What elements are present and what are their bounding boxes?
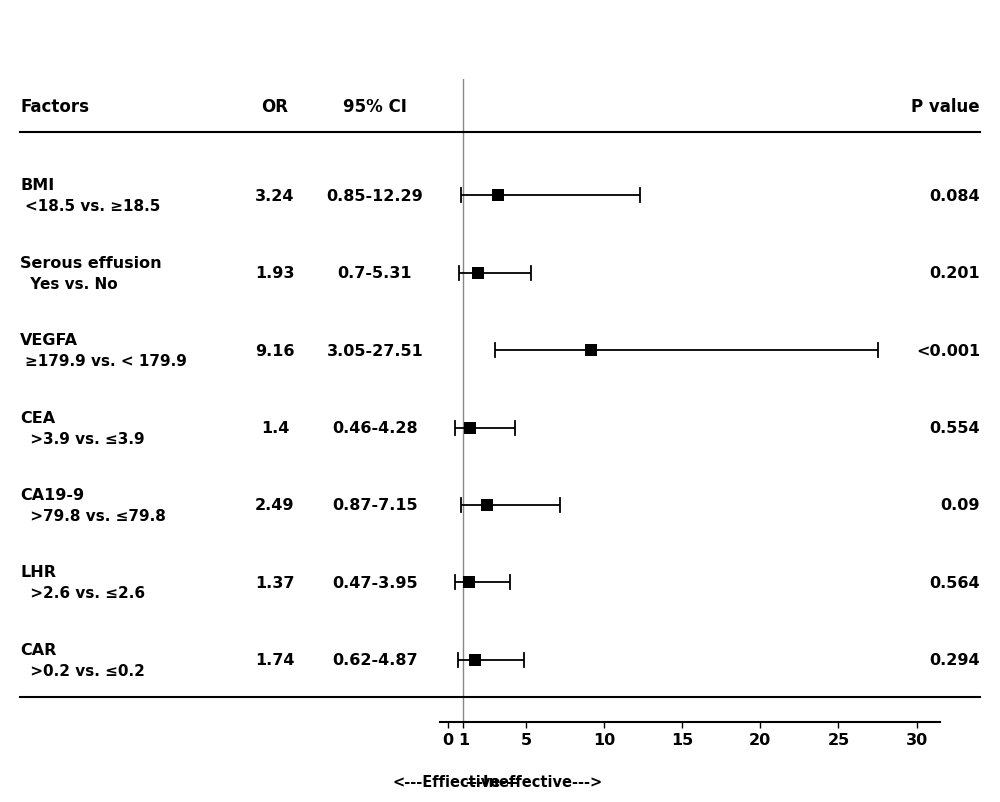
Point — [470, 267, 486, 280]
Text: >2.6 vs. ≤2.6: >2.6 vs. ≤2.6 — [25, 585, 145, 601]
Text: 0.564: 0.564 — [929, 575, 980, 590]
Point — [490, 190, 506, 203]
Text: OR: OR — [262, 99, 288, 116]
Text: 95% CI: 95% CI — [343, 99, 407, 116]
Point — [583, 344, 599, 357]
Point — [462, 422, 478, 435]
Text: 0.554: 0.554 — [929, 420, 980, 435]
Text: 0.7-5.31: 0.7-5.31 — [338, 266, 412, 281]
Text: 1.4: 1.4 — [261, 420, 289, 435]
Text: 0.85-12.29: 0.85-12.29 — [327, 188, 423, 204]
Text: CEA: CEA — [20, 410, 55, 425]
Text: ≥179.9 vs. < 179.9: ≥179.9 vs. < 179.9 — [25, 354, 187, 369]
Text: <---Effiective---: <---Effiective--- — [392, 774, 519, 789]
Text: CA19-9: CA19-9 — [20, 488, 84, 502]
Text: ---Ineffective--->: ---Ineffective---> — [465, 774, 602, 789]
Text: >3.9 vs. ≤3.9: >3.9 vs. ≤3.9 — [25, 431, 145, 446]
Point — [461, 577, 477, 589]
Text: 0.294: 0.294 — [929, 653, 980, 667]
Text: >0.2 vs. ≤0.2: >0.2 vs. ≤0.2 — [25, 663, 145, 678]
Point — [467, 654, 483, 666]
Text: 0.084: 0.084 — [929, 188, 980, 204]
Text: 2.49: 2.49 — [255, 498, 295, 512]
Text: 9.16: 9.16 — [255, 343, 295, 358]
Text: 1.37: 1.37 — [255, 575, 295, 590]
Text: 1.93: 1.93 — [255, 266, 295, 281]
Text: 0.87-7.15: 0.87-7.15 — [332, 498, 418, 512]
Text: BMI: BMI — [20, 178, 54, 193]
Text: <0.001: <0.001 — [916, 343, 980, 358]
Text: 3.05-27.51: 3.05-27.51 — [327, 343, 423, 358]
Text: CAR: CAR — [20, 642, 56, 657]
Text: 0.47-3.95: 0.47-3.95 — [332, 575, 418, 590]
Text: Factors: Factors — [20, 99, 89, 116]
Text: 0.09: 0.09 — [940, 498, 980, 512]
Text: LHR: LHR — [20, 565, 56, 580]
Text: Serous effusion: Serous effusion — [20, 256, 162, 270]
Text: 0.46-4.28: 0.46-4.28 — [332, 420, 418, 435]
Text: >79.8 vs. ≤79.8: >79.8 vs. ≤79.8 — [25, 508, 166, 523]
Text: P value: P value — [911, 99, 980, 116]
Text: Yes vs. No: Yes vs. No — [25, 277, 118, 291]
Text: 0.201: 0.201 — [929, 266, 980, 281]
Text: <18.5 vs. ≥18.5: <18.5 vs. ≥18.5 — [25, 199, 160, 214]
Text: 3.24: 3.24 — [255, 188, 295, 204]
Text: 0.62-4.87: 0.62-4.87 — [332, 653, 418, 667]
Text: VEGFA: VEGFA — [20, 333, 78, 348]
Text: 1.74: 1.74 — [255, 653, 295, 667]
Point — [479, 499, 495, 512]
